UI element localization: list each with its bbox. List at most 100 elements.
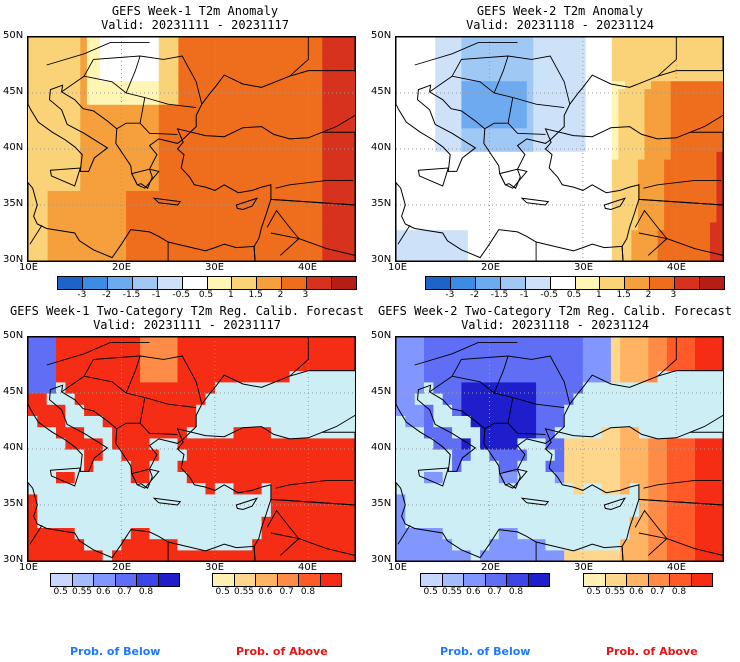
grid-cell xyxy=(230,96,238,105)
grid-cell xyxy=(461,516,472,528)
grid-cell xyxy=(657,206,665,215)
grid-cell xyxy=(409,37,417,42)
colorbar-swatch xyxy=(256,574,278,586)
grid-cell xyxy=(709,135,717,144)
grid-cell xyxy=(414,449,425,461)
grid-cell xyxy=(585,159,593,168)
grid-cell xyxy=(409,237,417,246)
grid-cell xyxy=(677,182,685,191)
grid-cell xyxy=(263,229,271,238)
grid-cell xyxy=(149,538,160,551)
grid-cell xyxy=(677,37,685,42)
grid-cell xyxy=(442,538,453,551)
grid-cell xyxy=(328,135,336,144)
grid-cell xyxy=(171,41,179,50)
grid-cell xyxy=(409,198,417,207)
grid-cell xyxy=(126,135,134,144)
grid-cell xyxy=(461,337,472,349)
grid-cell xyxy=(489,449,500,461)
grid-cell xyxy=(270,245,278,254)
grid-cell xyxy=(553,65,561,74)
grid-cell xyxy=(86,166,94,176)
grid-cell xyxy=(433,527,444,540)
grid-cell xyxy=(470,381,481,394)
grid-cell xyxy=(250,190,258,199)
grid-cell xyxy=(315,57,323,66)
grid-cell xyxy=(461,198,469,207)
grid-cell xyxy=(452,505,462,517)
grid-cell xyxy=(618,119,626,129)
grid-cell xyxy=(186,381,197,394)
grid-cell xyxy=(424,393,434,405)
grid-cell xyxy=(158,143,166,152)
grid-cell xyxy=(470,460,481,472)
grid-cell xyxy=(513,96,521,105)
grid-cell xyxy=(461,135,469,144)
grid-cell xyxy=(67,174,75,184)
grid-cell xyxy=(520,151,528,160)
grid-cell xyxy=(106,80,114,90)
grid-cell xyxy=(168,381,178,394)
grid-cell xyxy=(620,359,631,372)
grid-cell xyxy=(703,57,711,66)
grid-cell xyxy=(119,166,127,176)
grid-cell xyxy=(217,72,225,82)
grid-cell xyxy=(126,151,134,160)
grid-cell xyxy=(211,151,219,160)
grid-cell xyxy=(276,80,284,90)
colorbar-label: 0.6 xyxy=(96,587,111,597)
grid-cell xyxy=(322,49,330,58)
grid-cell xyxy=(60,104,68,113)
grid-cell xyxy=(554,527,565,540)
grid-cell xyxy=(191,49,199,58)
grid-cell xyxy=(592,482,603,495)
grid-cell xyxy=(624,198,632,207)
grid-cell xyxy=(28,460,38,472)
grid-cell xyxy=(433,381,444,394)
grid-cell xyxy=(242,370,253,383)
grid-cell xyxy=(422,143,430,152)
grid-cell xyxy=(539,229,547,238)
grid-cell xyxy=(592,538,603,551)
country-border xyxy=(83,55,203,105)
grid-cell xyxy=(302,96,310,105)
grid-cell xyxy=(507,65,515,74)
grid-cell xyxy=(638,206,646,215)
grid-cell xyxy=(99,245,107,254)
grid-cell xyxy=(648,449,659,461)
grid-cell xyxy=(56,426,66,439)
grid-cell xyxy=(480,549,490,561)
grid-cell xyxy=(704,404,715,416)
grid-cell xyxy=(289,370,300,383)
grid-cell xyxy=(283,65,291,74)
grid-cell xyxy=(520,104,528,113)
grid-cell xyxy=(191,80,199,90)
grid-cell xyxy=(696,182,704,191)
grid-cell xyxy=(559,159,567,168)
grid-cell xyxy=(28,159,36,168)
grid-cell xyxy=(517,460,528,472)
grid-cell xyxy=(592,135,600,144)
grid-cell xyxy=(341,221,349,231)
grid-cell xyxy=(585,229,593,238)
grid-cell xyxy=(243,112,251,121)
grid-cell xyxy=(145,159,153,168)
grid-cell xyxy=(204,96,212,105)
grid-cell xyxy=(629,370,640,383)
grid-cell xyxy=(178,37,186,42)
grid-cell xyxy=(322,190,330,199)
grid-cell xyxy=(409,166,417,176)
grid-cell xyxy=(93,482,104,495)
grid-cell xyxy=(559,229,567,238)
grid-cell xyxy=(113,198,121,207)
grid-cell xyxy=(230,159,238,168)
grid-cell xyxy=(651,65,659,74)
country-border xyxy=(484,422,546,435)
grid-cell xyxy=(270,80,278,90)
grid-cell xyxy=(280,337,291,349)
grid-cell xyxy=(553,237,561,246)
grid-cell xyxy=(283,41,291,50)
grid-cell xyxy=(322,245,330,254)
grid-cell xyxy=(348,221,355,231)
coastline xyxy=(28,481,256,561)
